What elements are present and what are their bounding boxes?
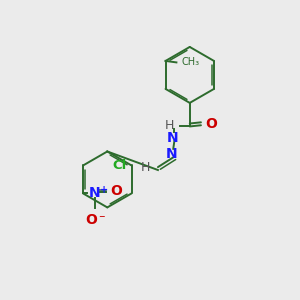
Text: N: N [166, 146, 177, 161]
Text: +: + [100, 184, 108, 195]
Text: H: H [165, 119, 174, 132]
Text: H: H [140, 161, 150, 174]
Text: CH₃: CH₃ [182, 57, 200, 68]
Text: N: N [167, 130, 178, 145]
Text: Cl: Cl [112, 159, 126, 172]
Text: N: N [89, 186, 101, 200]
Text: O: O [110, 184, 122, 198]
Text: ⁻: ⁻ [98, 214, 105, 226]
Text: O: O [205, 117, 217, 131]
Text: O: O [85, 214, 97, 227]
